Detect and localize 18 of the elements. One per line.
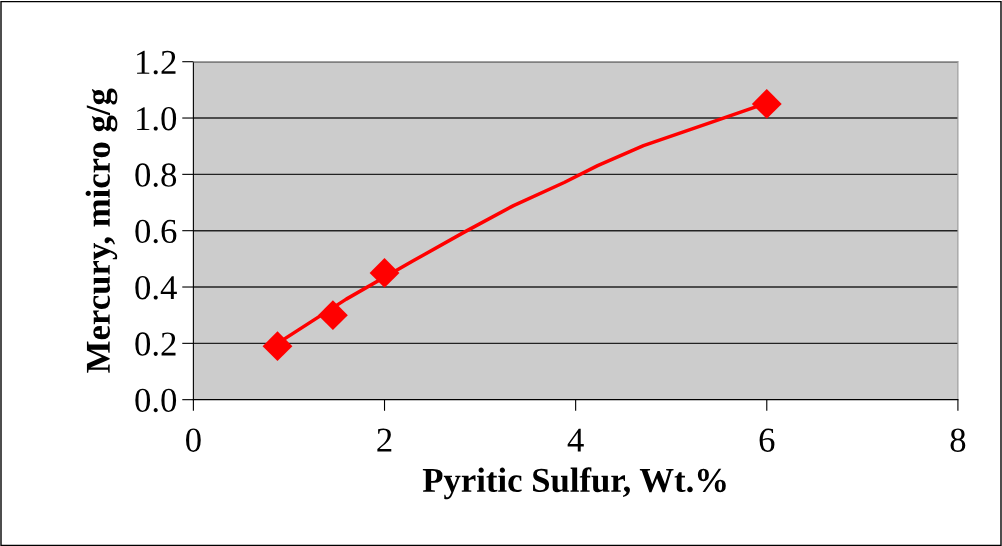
y-tick-label: 0.2 (135, 332, 176, 356)
y-tick-label: 0.8 (135, 163, 177, 187)
point (262, 331, 293, 362)
x-tick-label: 2 (377, 428, 392, 452)
x-tick-label: 8 (950, 428, 966, 452)
x-tick-label: 6 (759, 428, 775, 452)
y-tick-label: 0.6 (135, 219, 177, 244)
y-tick-label: 1.2 (137, 50, 176, 75)
x-tick-label: 4 (567, 428, 584, 452)
point (369, 258, 400, 288)
point (318, 300, 348, 331)
y-tick-label: 0.4 (135, 275, 177, 300)
y-axis-title: Mercury, micro g/g (85, 88, 118, 373)
y-tick-label: 0.0 (135, 388, 177, 413)
point (751, 89, 782, 119)
y-tick-label: 1.0 (137, 106, 177, 131)
x-tick-label: 0 (186, 428, 201, 452)
x-axis-title: Pyritic Sulfur, Wt.% (422, 467, 726, 500)
